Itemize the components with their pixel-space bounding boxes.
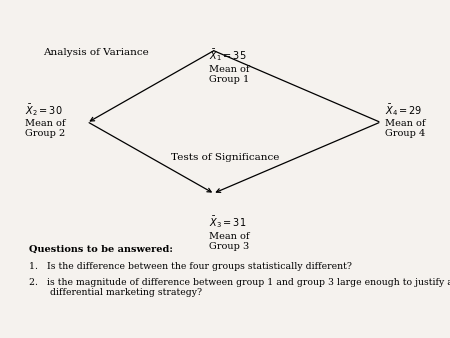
- Text: Analysis of Variance: Analysis of Variance: [43, 48, 148, 57]
- Text: $\bar{X}_3 = 31$
Mean of
Group 3: $\bar{X}_3 = 31$ Mean of Group 3: [209, 215, 250, 251]
- Text: 1.   Is the difference between the four groups statistically different?: 1. Is the difference between the four gr…: [29, 262, 352, 271]
- Text: 2.   is the magnitude of difference between group 1 and group 3 large enough to : 2. is the magnitude of difference betwee…: [29, 278, 450, 297]
- Text: Questions to be answered:: Questions to be answered:: [29, 245, 173, 254]
- Text: $\bar{X}_2 = 30$
Mean of
Group 2: $\bar{X}_2 = 30$ Mean of Group 2: [25, 102, 65, 138]
- Text: Tests of Significance: Tests of Significance: [171, 153, 279, 162]
- Text: $\bar{X}_1 = 35$
Mean of
Group 1: $\bar{X}_1 = 35$ Mean of Group 1: [209, 47, 250, 84]
- Text: $\bar{X}_4 = 29$
Mean of
Group 4: $\bar{X}_4 = 29$ Mean of Group 4: [385, 102, 425, 138]
